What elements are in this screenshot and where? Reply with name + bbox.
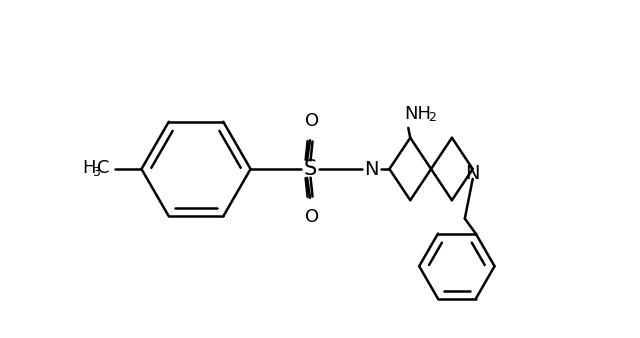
Text: 2: 2: [428, 112, 436, 124]
Text: S: S: [303, 159, 317, 179]
Text: O: O: [305, 113, 319, 130]
Text: 3: 3: [92, 167, 100, 179]
Text: N: N: [364, 160, 379, 178]
Text: C: C: [97, 159, 109, 177]
Text: NH: NH: [404, 105, 432, 123]
Text: H: H: [82, 159, 95, 177]
Text: N: N: [465, 165, 480, 184]
Text: O: O: [305, 208, 319, 225]
